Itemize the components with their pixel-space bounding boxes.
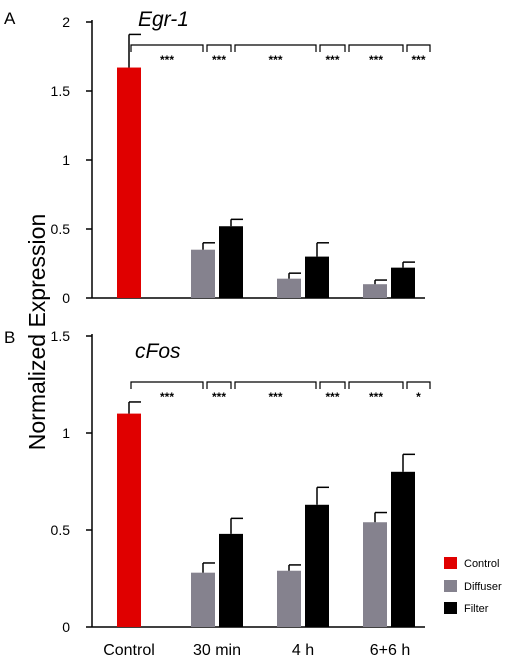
significance-bracket: [234, 381, 317, 389]
significance-bracket: [130, 381, 204, 389]
significance-stars: ***: [325, 390, 339, 404]
significance-stars: ***: [325, 53, 339, 67]
legend-label-filter: Filter: [464, 603, 489, 615]
bar-diffuser-3: [363, 284, 387, 298]
bar-filter-1: [219, 533, 243, 627]
significance-stars: ***: [268, 53, 282, 67]
y-tick-label: 1.5: [51, 83, 71, 99]
legend-swatch-filter: [444, 602, 457, 614]
panel-a-egr1: A Egr-1 0 0.5 1 1.5 2 *** *** *** *** *** ***: [4, 8, 431, 306]
significance-bracket: [348, 381, 404, 389]
significance-bracket: [319, 44, 346, 52]
significance-bracket: [348, 44, 404, 52]
significance-bracket: [319, 381, 346, 389]
bar-control-0: [117, 413, 141, 627]
legend: Control Diffuser Filter: [444, 557, 502, 615]
legend-swatch-control: [444, 557, 457, 569]
bar-diffuser-2: [277, 278, 301, 298]
significance-stars: ***: [268, 390, 282, 404]
legend-label-control: Control: [464, 558, 499, 570]
category-label-control: Control: [103, 642, 155, 659]
y-tick-label: 1: [62, 425, 70, 441]
bar-control-0: [117, 67, 141, 298]
bar-filter-1: [219, 226, 243, 298]
panel-a-letter: A: [4, 9, 16, 28]
y-tick-label: 2: [62, 14, 70, 30]
significance-stars: *: [416, 390, 421, 404]
significance-stars: ***: [160, 53, 174, 67]
y-tick-label: 0: [62, 290, 70, 306]
bar-diffuser-3: [363, 522, 387, 627]
panel-b-title: cFos: [135, 340, 181, 363]
significance-stars: ***: [411, 53, 425, 67]
significance-bracket: [206, 44, 232, 52]
significance-bracket: [406, 381, 431, 389]
bar-filter-3: [391, 267, 415, 298]
legend-swatch-diffuser: [444, 580, 457, 592]
bar-diffuser-1: [191, 249, 215, 298]
y-axis-label: Normalized Expression: [24, 214, 50, 450]
category-label-4h: 4 h: [292, 642, 314, 659]
y-tick-label: 0: [62, 619, 70, 635]
x-axis-category-labels: Control 30 min 4 h 6+6 h: [103, 642, 410, 659]
bar-diffuser-1: [191, 572, 215, 627]
bar-filter-3: [391, 471, 415, 627]
significance-bracket: [406, 44, 431, 52]
legend-label-diffuser: Diffuser: [464, 581, 502, 593]
y-tick-label: 0.5: [51, 221, 71, 237]
bar-filter-2: [305, 256, 329, 298]
significance-stars: ***: [212, 390, 226, 404]
significance-bracket: [234, 44, 317, 52]
panel-a-title: Egr-1: [138, 8, 189, 31]
significance-stars: ***: [160, 390, 174, 404]
significance-bracket: [206, 381, 232, 389]
y-tick-label: 1.5: [51, 328, 71, 344]
panel-b-letter: B: [4, 328, 15, 347]
significance-stars: ***: [212, 53, 226, 67]
y-tick-label: 0.5: [51, 522, 71, 538]
significance-stars: ***: [369, 390, 383, 404]
category-label-30min: 30 min: [193, 642, 241, 659]
panel-b-cfos: B cFos 00.511.5*** *** *** *** *** *: [4, 328, 431, 635]
significance-bracket: [130, 44, 204, 52]
bar-filter-2: [305, 504, 329, 627]
significance-stars: ***: [369, 53, 383, 67]
bar-diffuser-2: [277, 570, 301, 627]
y-tick-label: 1: [62, 152, 70, 168]
category-label-6plus6h: 6+6 h: [370, 642, 410, 659]
